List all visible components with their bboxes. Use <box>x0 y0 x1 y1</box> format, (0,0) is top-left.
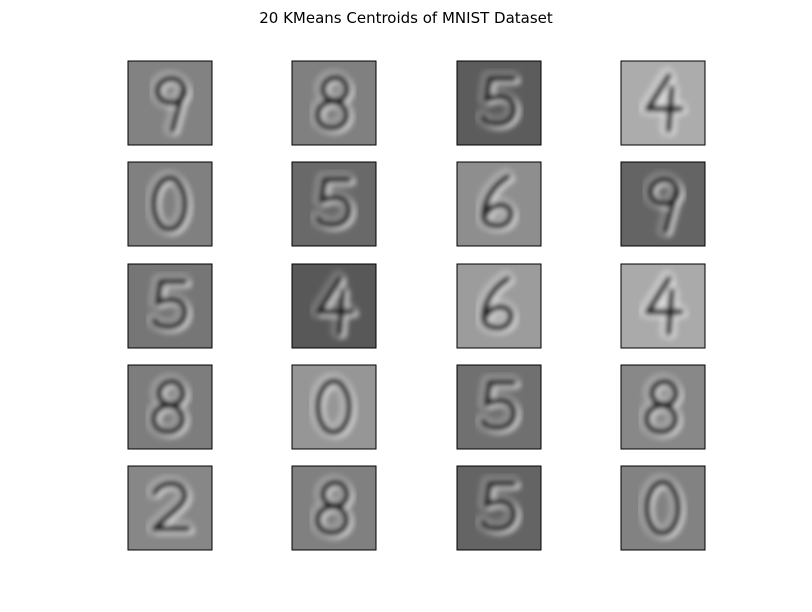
centroid-frame-6 <box>291 161 377 247</box>
centroid-frame-18 <box>291 465 377 551</box>
centroid-image-6 <box>291 161 377 247</box>
centroid-image-4 <box>620 60 706 146</box>
centroid-image-3 <box>456 60 542 146</box>
centroid-frame-14 <box>291 364 377 450</box>
centroid-frame-10 <box>291 263 377 349</box>
centroid-frame-17 <box>127 465 213 551</box>
centroid-frame-1 <box>127 60 213 146</box>
centroid-image-7 <box>456 161 542 247</box>
centroid-frame-15 <box>456 364 542 450</box>
centroid-image-14 <box>291 364 377 450</box>
centroid-frame-19 <box>456 465 542 551</box>
centroid-image-9 <box>127 263 213 349</box>
centroid-frame-4 <box>620 60 706 146</box>
centroid-frame-8 <box>620 161 706 247</box>
centroid-image-5 <box>127 161 213 247</box>
centroid-image-19 <box>456 465 542 551</box>
centroid-frame-12 <box>620 263 706 349</box>
centroid-image-17 <box>127 465 213 551</box>
centroid-frame-11 <box>456 263 542 349</box>
centroid-frame-20 <box>620 465 706 551</box>
centroid-image-16 <box>620 364 706 450</box>
centroid-image-10 <box>291 263 377 349</box>
centroid-image-1 <box>127 60 213 146</box>
centroid-image-12 <box>620 263 706 349</box>
centroid-frame-5 <box>127 161 213 247</box>
centroid-frame-16 <box>620 364 706 450</box>
centroid-frame-13 <box>127 364 213 450</box>
centroid-image-20 <box>620 465 706 551</box>
centroid-frame-7 <box>456 161 542 247</box>
centroid-image-11 <box>456 263 542 349</box>
centroid-image-18 <box>291 465 377 551</box>
centroid-image-15 <box>456 364 542 450</box>
centroid-frame-9 <box>127 263 213 349</box>
centroid-image-8 <box>620 161 706 247</box>
centroid-frame-2 <box>291 60 377 146</box>
centroid-frame-3 <box>456 60 542 146</box>
centroid-image-2 <box>291 60 377 146</box>
centroid-image-13 <box>127 364 213 450</box>
chart-title: 20 KMeans Centroids of MNIST Dataset <box>259 9 553 27</box>
